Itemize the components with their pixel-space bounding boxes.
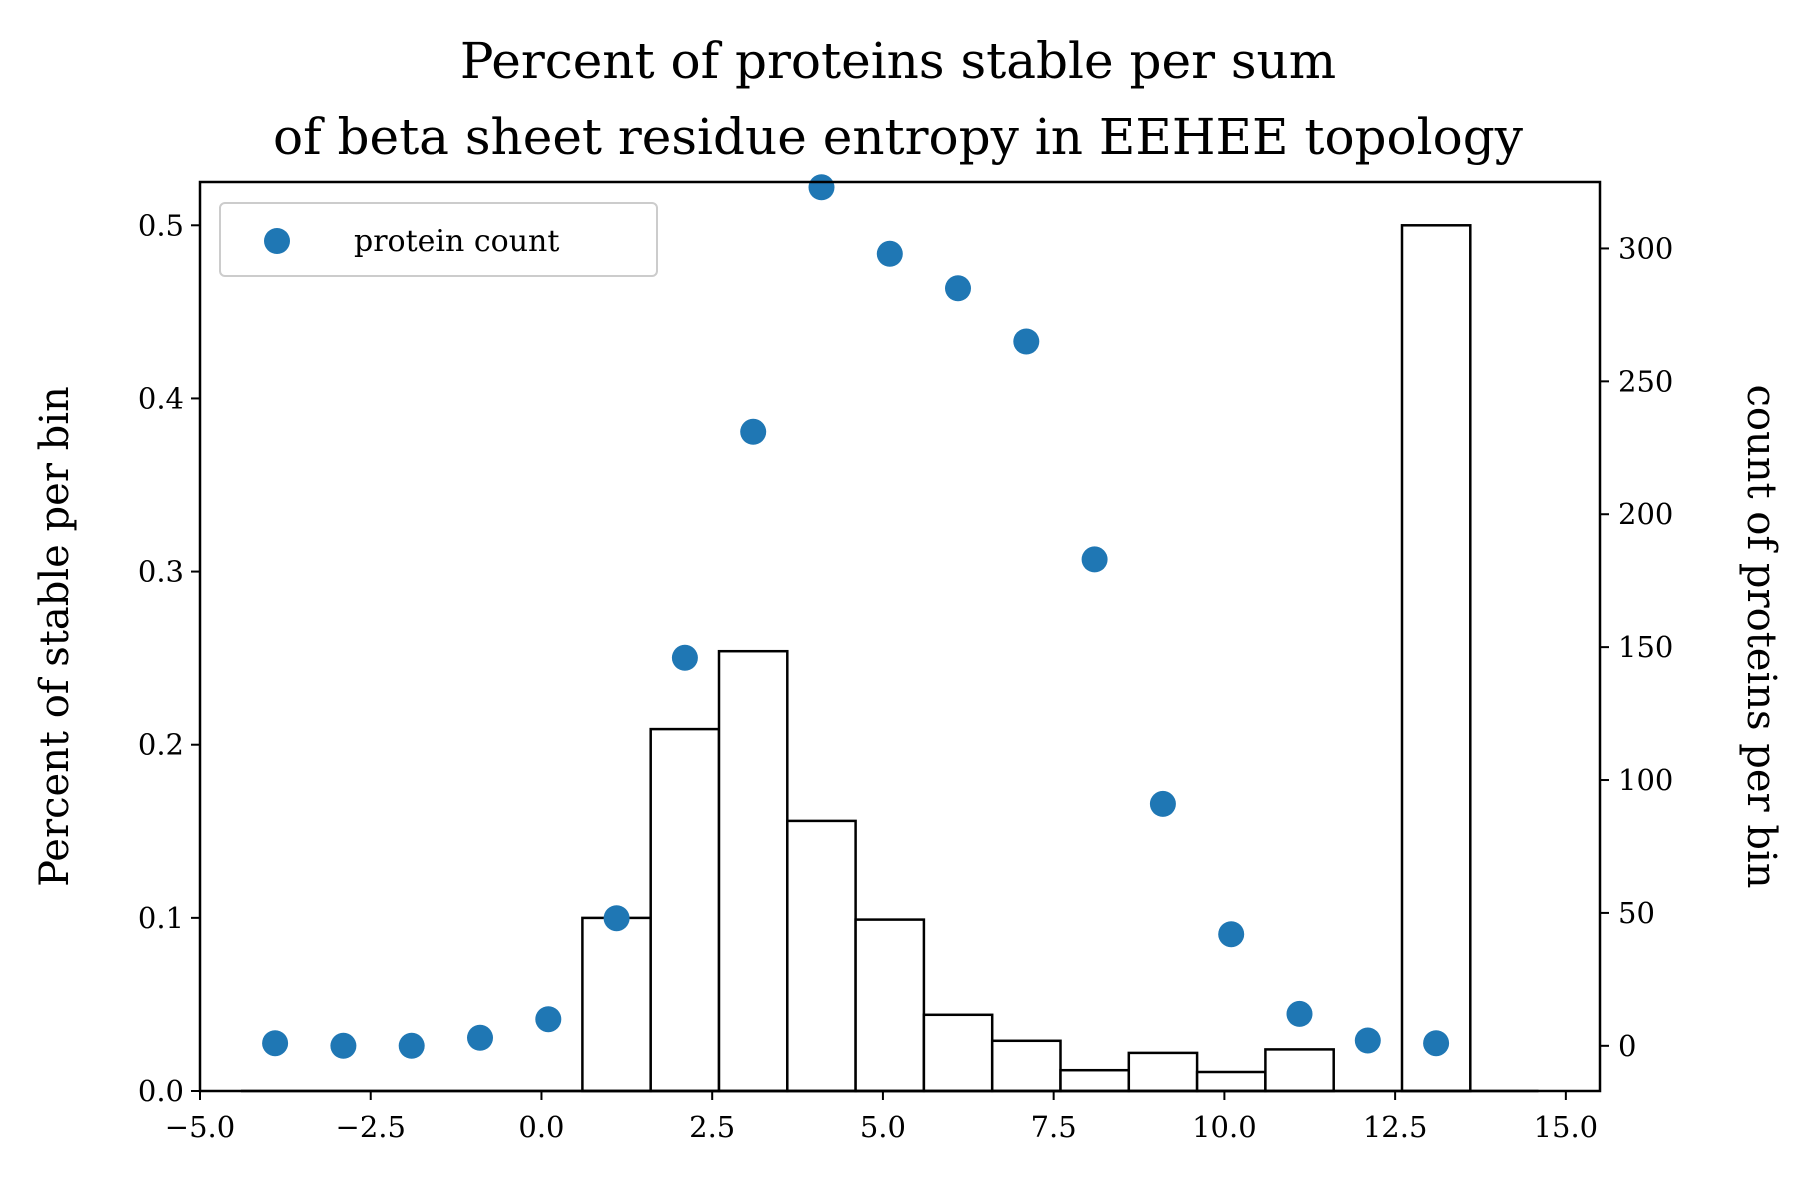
y2-tick-label: 50 <box>1618 896 1655 930</box>
bar <box>717 649 789 1093</box>
legend: protein count <box>219 202 658 277</box>
scatter-point <box>603 905 630 932</box>
x-tick-label: −5.0 <box>165 1110 235 1144</box>
scatter-point <box>1286 1000 1313 1027</box>
legend-marker <box>264 228 290 254</box>
x-tick-label: 2.5 <box>689 1110 735 1144</box>
scatter-point <box>1423 1030 1450 1057</box>
x-tick-label: 10.0 <box>1192 1110 1257 1144</box>
bar <box>990 1039 1062 1093</box>
y2-tick-label: 300 <box>1618 231 1673 265</box>
bar <box>854 918 926 1093</box>
bars-layer <box>241 224 1539 1093</box>
bar <box>1264 1048 1335 1093</box>
scatter-point <box>945 275 971 302</box>
chart-title-line-1: Percent of proteins stable per sum <box>460 32 1336 90</box>
y2-axis-label: count of proteins per bin <box>1738 384 1784 888</box>
y-axis-left: 0.0 0.1 0.2 0.3 0.4 0.5 <box>138 208 200 1108</box>
bar <box>1059 1068 1131 1093</box>
bar <box>1127 1051 1199 1093</box>
scatter-point <box>1081 546 1108 573</box>
x-tick-label: 0.0 <box>518 1110 564 1144</box>
scatter-point <box>808 174 835 201</box>
scatter-point <box>1149 790 1176 817</box>
bar <box>649 727 721 1093</box>
chart-title-line-2: of beta sheet residue entropy in EEHEE t… <box>273 108 1524 166</box>
scatter-point <box>330 1032 357 1059</box>
scatter-point <box>1218 921 1245 948</box>
legend-box <box>219 202 658 277</box>
x-tick-label: 5.0 <box>860 1110 906 1144</box>
y2-tick-label: 150 <box>1618 630 1673 664</box>
chart-title: Percent of proteins stable per sum of be… <box>273 32 1524 166</box>
legend-label: protein count <box>354 224 559 259</box>
x-tick-label: 12.5 <box>1363 1110 1428 1144</box>
plot-frame <box>198 180 1602 1093</box>
y-tick-label: 0.2 <box>138 728 184 762</box>
scatter-point <box>535 1006 562 1033</box>
scatter-point <box>876 240 903 267</box>
scatter-point <box>671 644 698 671</box>
scatter-point <box>1013 328 1040 355</box>
bar <box>1195 1070 1267 1093</box>
y2-tick-label: 250 <box>1618 364 1673 398</box>
y-tick-label: 0.5 <box>138 208 184 242</box>
scatter-point <box>467 1024 493 1051</box>
x-tick-label: 7.5 <box>1031 1110 1077 1144</box>
y-tick-label: 0.3 <box>138 555 184 589</box>
x-tick-label: 15.0 <box>1534 1110 1599 1144</box>
x-axis: −5.0 −2.5 0.0 2.5 5.0 7.5 10.0 12.5 15.0 <box>165 1091 1598 1144</box>
x-tick-label: −2.5 <box>336 1110 406 1144</box>
bar <box>922 1013 994 1093</box>
y2-tick-label: 0 <box>1618 1029 1636 1063</box>
y-axis-label: Percent of stable per bin <box>32 386 78 887</box>
y-axis-right: 0 50 100 150 200 250 300 <box>1600 231 1673 1063</box>
scatter-point <box>1354 1027 1381 1054</box>
y2-tick-label: 100 <box>1618 763 1673 797</box>
scatter-point <box>262 1030 289 1057</box>
scatter-layer <box>262 174 1450 1059</box>
bar <box>581 916 652 1093</box>
y2-tick-label: 200 <box>1618 497 1673 531</box>
bar <box>1400 224 1472 1093</box>
y-tick-label: 0.1 <box>138 901 184 935</box>
scatter-point <box>740 418 767 445</box>
y-tick-label: 0.4 <box>138 381 184 415</box>
bar <box>786 819 857 1093</box>
y-tick-label: 0.0 <box>138 1074 184 1108</box>
scatter-point <box>398 1032 425 1059</box>
